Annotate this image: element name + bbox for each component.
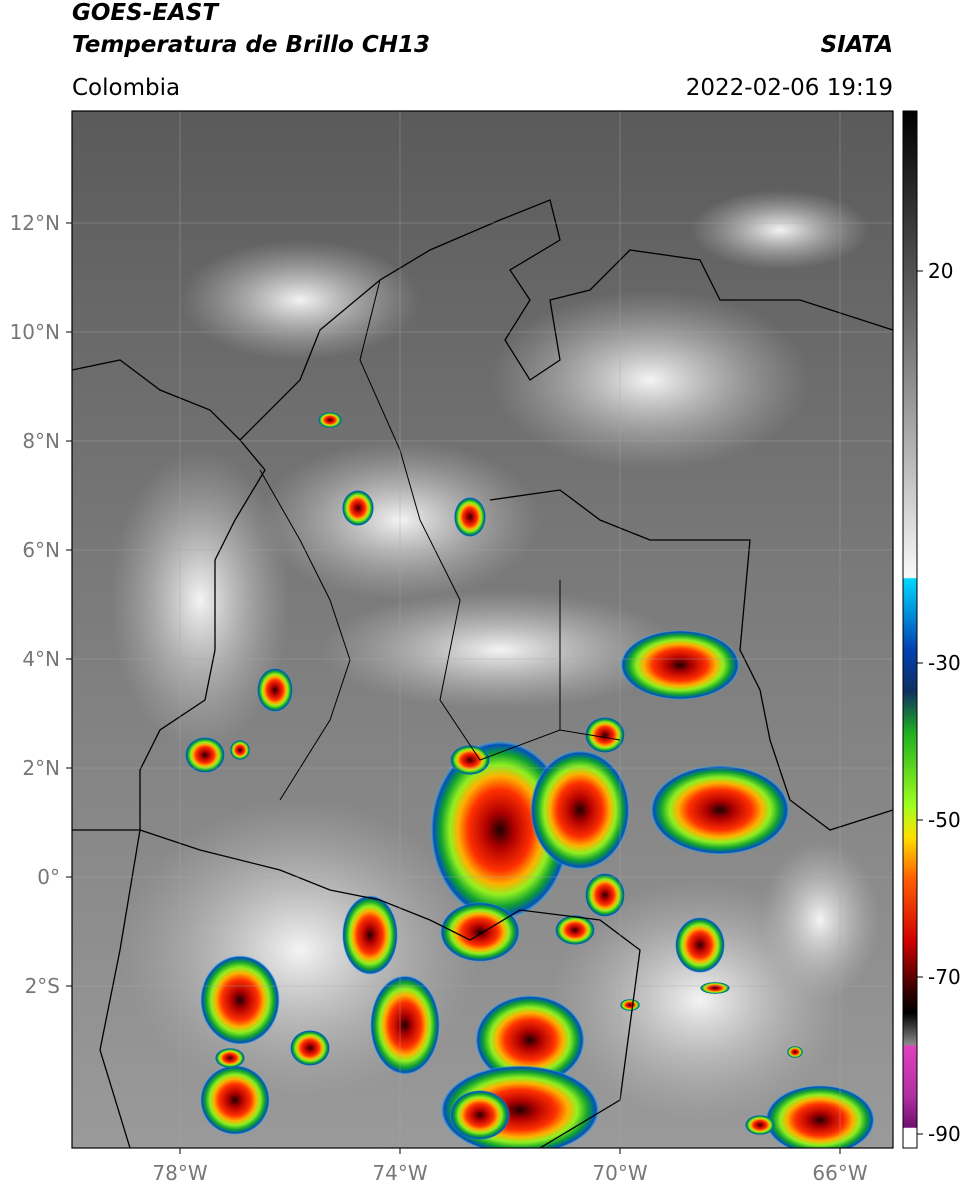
- lat-label: 10°N: [10, 320, 60, 344]
- lon-label: 70°W: [592, 1161, 647, 1185]
- colorbar-label: 20: [928, 259, 953, 283]
- lat-label: 2°S: [25, 974, 60, 998]
- department-border: [259, 279, 621, 801]
- convective-cloud: [765, 1085, 875, 1148]
- satellite-image: [72, 111, 893, 1148]
- colorbar-label: -30: [928, 651, 961, 675]
- convective-cloud: [185, 737, 225, 773]
- lat-label: 4°N: [22, 647, 60, 671]
- axis-labels: 12°N 10°N 8°N 6°N 4°N 2°N 0° 2°S 78°W 74°W 70°W 66°…: [10, 211, 868, 1185]
- lat-label: 0°: [37, 865, 60, 889]
- convective-cloud: [450, 1090, 510, 1140]
- convective-cloud: [650, 765, 790, 855]
- borders: [72, 199, 893, 1148]
- coastline: [72, 359, 266, 831]
- lat-label: 12°N: [10, 211, 60, 235]
- colorbar-label: -70: [928, 965, 961, 989]
- lat-label: 8°N: [22, 429, 60, 453]
- title: GOES-EAST: [72, 0, 220, 26]
- convective-cloud: [200, 955, 280, 1045]
- colorbar-ticks: 20 -30 -50 -70 -90: [917, 259, 961, 1146]
- lat-label: 6°N: [22, 538, 60, 562]
- lon-label: 74°W: [372, 1161, 427, 1185]
- gridlines: [72, 111, 893, 1148]
- lon-label: 78°W: [152, 1161, 207, 1185]
- lon-label: 66°W: [812, 1161, 867, 1185]
- coastline: [239, 199, 893, 441]
- convective-cloud: [200, 1065, 270, 1135]
- source: SIATA: [821, 32, 893, 58]
- convective-cloud: [620, 999, 640, 1011]
- colorbar: [902, 110, 918, 1149]
- region: Colombia: [72, 75, 180, 101]
- convective-cloud: [290, 1030, 330, 1066]
- cloud: [320, 590, 680, 710]
- cloud: [490, 290, 810, 470]
- subtitle: Temperatura de Brillo CH13: [72, 32, 430, 58]
- convective-cloud: [585, 873, 625, 917]
- convective-cloud: [585, 717, 625, 753]
- datetime: 2022-02-06 19:19: [686, 75, 893, 101]
- colorbar-label: -50: [928, 808, 961, 832]
- convective-cloud: [454, 497, 486, 537]
- convective-cloud: [370, 975, 440, 1075]
- convective-cloud: [450, 745, 490, 775]
- convective-cloud: [215, 1048, 245, 1068]
- border: [489, 489, 893, 831]
- convective-cloud: [230, 740, 250, 760]
- convective-cloud: [440, 902, 520, 962]
- convective-cloud: [342, 895, 398, 975]
- cloud: [690, 190, 870, 270]
- convective-cloud: [620, 630, 740, 700]
- cloud: [760, 840, 880, 1000]
- convective-cloud: [318, 412, 342, 428]
- convective-cloud: [700, 982, 730, 994]
- convective-cloud: [675, 917, 725, 973]
- convective-cloud: [257, 668, 293, 712]
- convective-cloud: [745, 1115, 775, 1135]
- convective-cloud: [787, 1046, 803, 1058]
- convective-cloud: [342, 490, 374, 526]
- cloud: [110, 450, 290, 750]
- cloud: [180, 240, 420, 360]
- convective-cloud: [530, 750, 630, 870]
- map-frame: [71, 110, 894, 1149]
- convective-cloud: [475, 995, 585, 1085]
- border: [139, 829, 641, 1148]
- lat-label: 2°N: [22, 756, 60, 780]
- coastline: [99, 829, 141, 1148]
- convective-cloud: [555, 915, 595, 945]
- colorbar-label: -90: [928, 1122, 961, 1146]
